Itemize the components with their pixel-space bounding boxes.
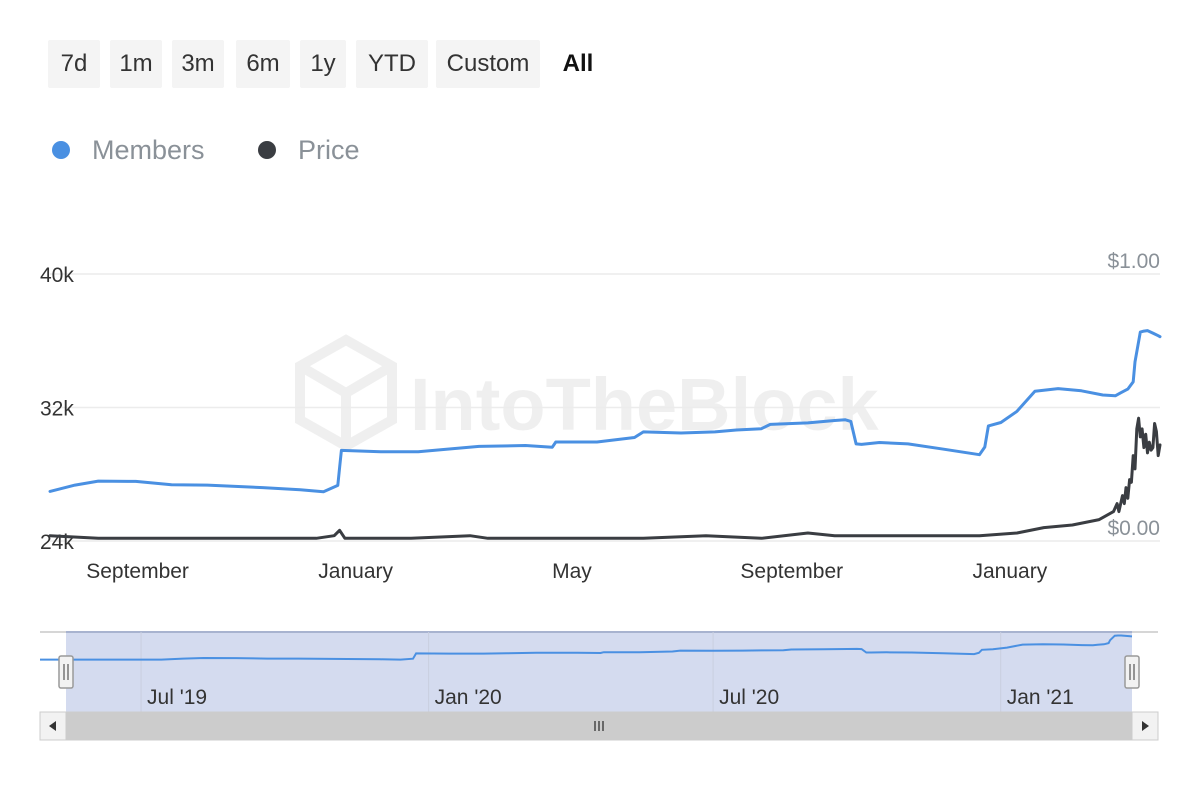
series-line-price <box>48 416 1162 540</box>
legend-item-price[interactable]: Price <box>258 128 360 172</box>
navigator-scrollbar <box>39 711 1159 741</box>
x-tick-label: January <box>318 560 393 583</box>
range-button-1y[interactable]: 1y <box>300 40 346 88</box>
scrollbar-right-button[interactable] <box>1131 711 1159 741</box>
watermark-text: IntoTheBlock <box>410 363 880 446</box>
navigator-selection[interactable] <box>66 632 1132 712</box>
series-price <box>48 416 1162 540</box>
scrollbar-left-button[interactable] <box>39 711 67 741</box>
y-right-tick-label: $1.00 <box>1107 250 1160 273</box>
legend-dot-members <box>52 141 70 159</box>
watermark: IntoTheBlock <box>295 334 880 452</box>
x-tick-label: September <box>86 560 189 583</box>
range-button-3m[interactable]: 3m <box>172 40 224 88</box>
navigator-series-line <box>40 634 1133 661</box>
navigator-tick-label: Jul '19 <box>147 686 207 709</box>
legend-dot-price <box>258 141 276 159</box>
navigator-tick-label: Jul '20 <box>719 686 779 709</box>
triangle-left-icon <box>49 721 56 731</box>
y-left-tick-label: 40k <box>40 264 74 287</box>
legend-item-members[interactable]: Members <box>52 128 205 172</box>
navigator: Jul '19 Jan '20 Jul '20 Jan '21 <box>39 631 1159 741</box>
range-button-7d[interactable]: 7d <box>48 40 100 88</box>
range-button-all[interactable]: All <box>548 40 608 88</box>
triangle-right-icon <box>1142 721 1149 731</box>
series-members <box>48 329 1162 494</box>
grip-icon <box>594 721 604 731</box>
y-right-tick-label: $0.00 <box>1107 517 1160 540</box>
watermark-logo-icon <box>295 334 397 452</box>
x-tick-label: January <box>972 560 1047 583</box>
range-button-6m[interactable]: 6m <box>236 40 290 88</box>
range-button-1m[interactable]: 1m <box>110 40 162 88</box>
chart-grid <box>50 273 1160 542</box>
y-axis-right: $0.00 $1.00 <box>1107 250 1160 540</box>
navigator-handle-left[interactable] <box>58 655 74 689</box>
navigator-tick-label: Jan '21 <box>1007 686 1074 709</box>
navigator-tick-label: Jan '20 <box>435 686 502 709</box>
x-axis: September January May September January <box>86 560 1047 583</box>
y-axis-left: 24k 32k 40k <box>40 264 74 554</box>
y-left-tick-label: 32k <box>40 398 74 421</box>
series-line-members <box>48 329 1162 494</box>
range-button-custom[interactable]: Custom <box>436 40 540 88</box>
x-tick-label: September <box>740 560 843 583</box>
x-tick-label: May <box>552 560 592 583</box>
legend-label-price: Price <box>298 134 360 165</box>
y-left-tick-label: 24k <box>40 531 74 554</box>
range-button-ytd[interactable]: YTD <box>356 40 428 88</box>
legend-label-members: Members <box>92 134 205 165</box>
navigator-handle-right[interactable] <box>1124 655 1140 689</box>
